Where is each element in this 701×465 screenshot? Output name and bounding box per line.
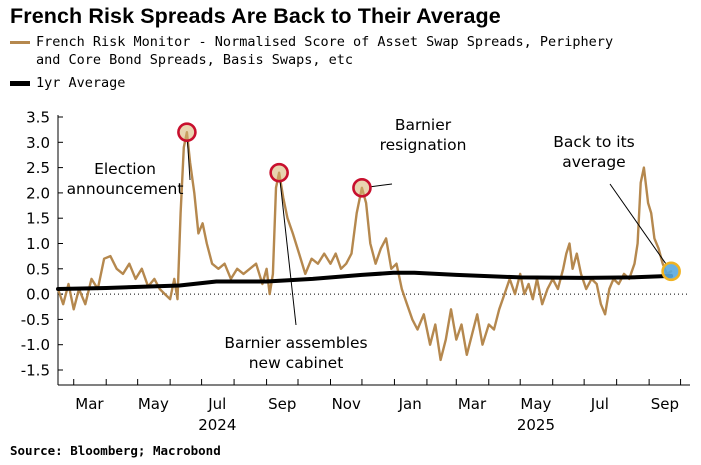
annotation-marker [269,162,289,183]
x-year-label: 2024 [198,416,236,434]
annotation-label: average [562,153,625,171]
y-tick-label: 2.0 [26,184,50,202]
annotation-pointer [279,181,297,326]
legend-label-line-2: and Core Bond Spreads, Basis Swaps, etc [36,52,353,68]
annotation-pointer [370,183,393,188]
x-tick-label: Mar [75,395,104,413]
x-tick-label: Jul [207,395,226,413]
y-tick-label: 1.0 [26,235,50,253]
annotation-label: announcement [67,180,184,198]
x-tick-label: Sep [651,395,679,413]
annotation-label: Barnier assembles [224,334,367,352]
y-tick-label: 3.5 [26,109,50,127]
annotation-marker [661,261,681,282]
y-tick-label: 0.0 [26,286,50,304]
annotation-marker [352,178,372,198]
y-tick-label: -1.5 [21,362,50,380]
y-tick-label: 2.5 [26,159,50,177]
annotation-label: Back to its [553,133,635,151]
y-tick-label: 1.5 [26,210,50,228]
legend-label-1yr-average: 1yr Average [36,75,126,91]
y-tick-label: 3.0 [26,134,50,152]
x-tick-label: Sep [268,395,296,413]
annotation-pointer [609,183,667,265]
legend-swatch-risk-monitor [10,41,30,44]
legend-label-line-1: French Risk Monitor - Normalised Score o… [36,34,614,50]
legend-label-risk-monitor: French Risk Monitor - Normalised Score o… [36,33,613,69]
y-tick-label: -1.0 [21,336,50,354]
annotation-label: Election [94,160,156,178]
annotation-label: resignation [380,136,467,154]
x-tick-label: Nov [332,395,361,413]
x-tick-label: Jul [590,395,609,413]
x-tick-label: May [138,395,169,413]
source-note: Source: Bloomberg; Macrobond [10,443,221,458]
annotation-label: Barnier [395,116,452,134]
legend-item-risk-monitor: French Risk Monitor - Normalised Score o… [10,33,690,69]
chart-title: French Risk Spreads Are Back to Their Av… [10,4,501,28]
annotation-marker [177,122,197,142]
x-tick-label: May [520,395,551,413]
series-line-1yr-average [56,270,674,291]
x-tick-label: Jan [398,395,422,413]
legend-swatch-1yr-average [10,81,30,86]
legend-item-1yr-average: 1yr Average [10,74,310,92]
x-tick-label: Mar [458,395,487,413]
y-tick-label: 0.5 [26,260,50,278]
annotation-label: new cabinet [249,354,344,372]
x-year-label: 2025 [517,416,555,434]
y-tick-label: -0.5 [21,311,50,329]
series-line-risk-monitor [56,131,673,362]
annotation-pointer [186,141,191,181]
